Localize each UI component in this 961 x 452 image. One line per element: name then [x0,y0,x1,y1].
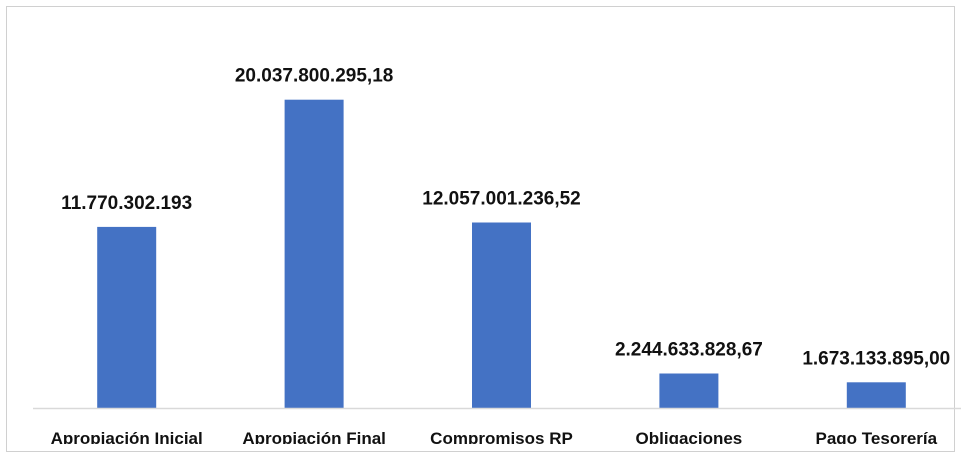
data-label: 1.673.133.895,00 [802,348,950,369]
data-label: 20.037.800.295,18 [235,66,394,87]
bar [472,222,531,408]
category-label: Compromisos RP [430,429,573,444]
data-labels-layer: 11.770.302.193 20.037.800.295,18 12.057.00… [61,66,950,370]
category-label: Apropiación Final [242,429,386,444]
bar [659,373,719,408]
bar [846,382,906,408]
category-label: Obligaciones [636,429,743,444]
category-label: Pago Tesorería [816,429,938,444]
category-label: Apropiación Inicial [51,429,203,444]
data-label: 2.244.633.828,67 [615,340,763,361]
bar [97,226,157,408]
bars-layer [97,99,906,408]
data-label: 11.770.302.193 [61,193,192,214]
data-label: 12.057.001.236,52 [422,189,581,210]
bar [284,99,344,408]
category-labels-layer: Apropiación Inicial Apropiación Final Comp… [51,429,938,444]
